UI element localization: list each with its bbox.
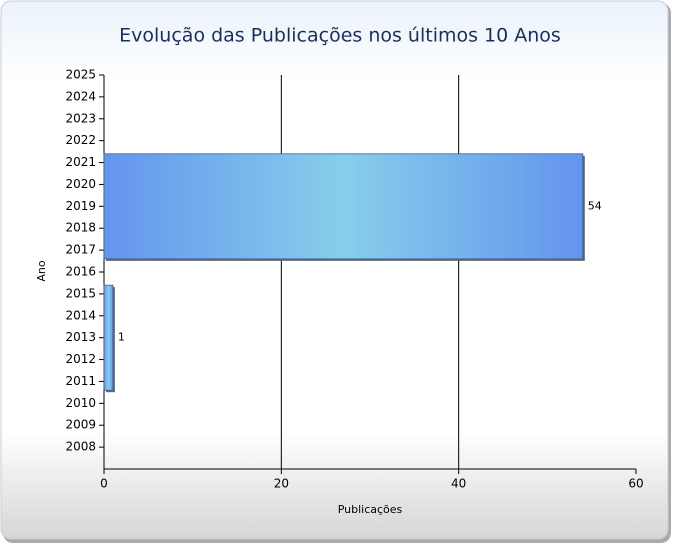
x-tick-label: 40 xyxy=(451,477,466,491)
y-tick-label: 2023 xyxy=(65,111,96,125)
y-tick-label: 2019 xyxy=(65,199,96,213)
y-tick-label: 2009 xyxy=(65,418,96,432)
y-axis-label: Ano xyxy=(35,260,48,281)
y-tick-label: 2016 xyxy=(65,265,96,279)
y-tick-label: 2010 xyxy=(65,396,96,410)
y-tick-label: 2015 xyxy=(65,286,96,300)
data-label: 1 xyxy=(118,331,125,344)
y-tick-label: 2020 xyxy=(65,177,96,191)
x-axis-label: Publicações xyxy=(338,503,403,516)
y-tick-label: 2014 xyxy=(65,308,96,322)
card xyxy=(0,0,669,540)
data-label: 54 xyxy=(588,199,602,212)
y-tick-label: 2011 xyxy=(65,374,96,388)
x-tick-label: 60 xyxy=(628,477,643,491)
bar xyxy=(103,284,114,391)
y-tick-label: 2021 xyxy=(65,155,96,169)
x-tick-label: 20 xyxy=(274,477,289,491)
y-tick-label: 2012 xyxy=(65,352,96,366)
y-tick-label: 2017 xyxy=(65,243,96,257)
y-tick-label: 2008 xyxy=(65,440,96,454)
y-tick-label: 2024 xyxy=(65,89,96,103)
x-tick-label: 0 xyxy=(100,477,108,491)
y-tick-label: 2013 xyxy=(65,330,96,344)
bar xyxy=(103,153,584,260)
y-tick-label: 2022 xyxy=(65,133,96,147)
y-tick-label: 2025 xyxy=(65,68,96,82)
chart-title: Evolução das Publicações nos últimos 10 … xyxy=(119,25,561,47)
y-tick-label: 2018 xyxy=(65,221,96,235)
